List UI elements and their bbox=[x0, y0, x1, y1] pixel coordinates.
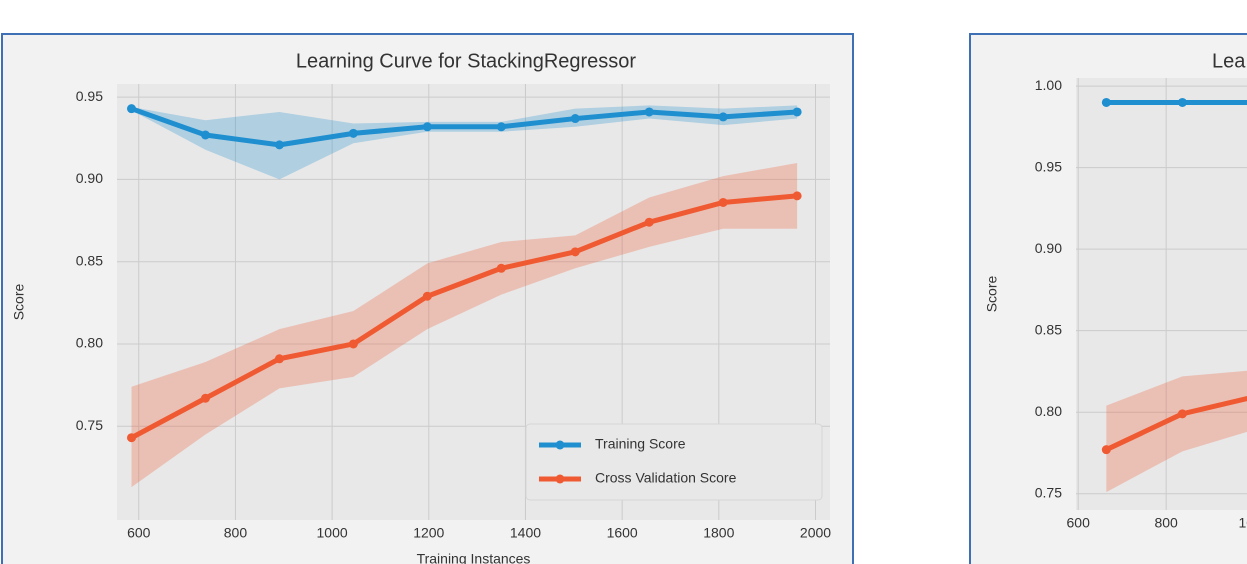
point bbox=[348, 128, 358, 138]
x-tick-label: 1600 bbox=[607, 525, 638, 541]
point bbox=[718, 197, 728, 207]
confidence-band bbox=[131, 162, 798, 488]
x-tick-label: 800 bbox=[1154, 515, 1178, 531]
chart-title: Lea bbox=[1212, 50, 1246, 72]
point bbox=[1101, 445, 1111, 455]
y-tick-label: 0.80 bbox=[1035, 403, 1062, 419]
y-tick-label: 1.00 bbox=[1035, 77, 1062, 93]
point bbox=[200, 393, 210, 403]
point bbox=[792, 191, 802, 201]
point bbox=[792, 107, 802, 117]
point bbox=[644, 107, 654, 117]
plot-area bbox=[1076, 78, 1247, 510]
chart-title: Learning Curve for StackingRegressor bbox=[296, 50, 637, 72]
point bbox=[274, 140, 284, 150]
y-tick-label: 0.80 bbox=[76, 335, 103, 351]
confidence-band bbox=[1106, 370, 1247, 493]
point bbox=[496, 122, 506, 132]
x-tick-label: 600 bbox=[1067, 515, 1091, 531]
point bbox=[200, 130, 210, 140]
y-tick-label: 0.85 bbox=[76, 252, 103, 268]
point bbox=[570, 247, 580, 257]
point bbox=[422, 122, 432, 132]
chart: 0.75 0.80 0.85 0.90 0.95 1.00 600 800 1000 Lea Sco… bbox=[984, 50, 1247, 531]
y-tick-label: 0.75 bbox=[1035, 484, 1062, 500]
point bbox=[422, 291, 432, 301]
x-tick-label: 800 bbox=[224, 525, 248, 541]
point bbox=[348, 339, 358, 349]
chart: 0.75 0.80 0.85 0.90 0.95 600 800 1000 1200 1400 16… bbox=[11, 50, 832, 564]
y-axis-label: Score bbox=[984, 276, 1000, 313]
series-line bbox=[130, 193, 798, 440]
series-line bbox=[130, 106, 798, 148]
point bbox=[274, 354, 284, 364]
point bbox=[1101, 97, 1111, 107]
y-tick-label: 0.75 bbox=[76, 417, 103, 433]
point bbox=[1177, 409, 1187, 419]
x-tick-label: 1400 bbox=[510, 525, 541, 541]
x-tick-label: 1200 bbox=[413, 525, 444, 541]
x-tick-label: 2000 bbox=[800, 525, 831, 541]
y-axis-label: Score bbox=[11, 284, 27, 321]
y-tick-label: 0.85 bbox=[1035, 321, 1062, 337]
point bbox=[644, 217, 654, 227]
point bbox=[1177, 97, 1187, 107]
legend-box bbox=[525, 423, 823, 501]
y-tick-label: 0.95 bbox=[1035, 158, 1062, 174]
legend-label: Cross Validation Score bbox=[595, 470, 737, 486]
x-axis-label: Training Instances bbox=[417, 551, 531, 564]
point bbox=[127, 104, 137, 114]
x-tick-label: 600 bbox=[127, 525, 151, 541]
point bbox=[127, 433, 137, 443]
y-tick-label: 0.90 bbox=[76, 170, 103, 186]
x-tick-label: 1800 bbox=[703, 525, 734, 541]
legend-label: Training Score bbox=[595, 436, 686, 452]
y-tick-label: 0.90 bbox=[1035, 240, 1062, 256]
legend-marker bbox=[555, 440, 565, 450]
legend-marker bbox=[555, 474, 565, 484]
x-tick-label: 1000 bbox=[1239, 515, 1247, 531]
x-tick-label: 1000 bbox=[317, 525, 348, 541]
point bbox=[570, 114, 580, 124]
y-tick-label: 0.95 bbox=[76, 88, 103, 104]
point bbox=[496, 263, 506, 273]
confidence-band bbox=[131, 105, 798, 180]
point bbox=[718, 112, 728, 122]
